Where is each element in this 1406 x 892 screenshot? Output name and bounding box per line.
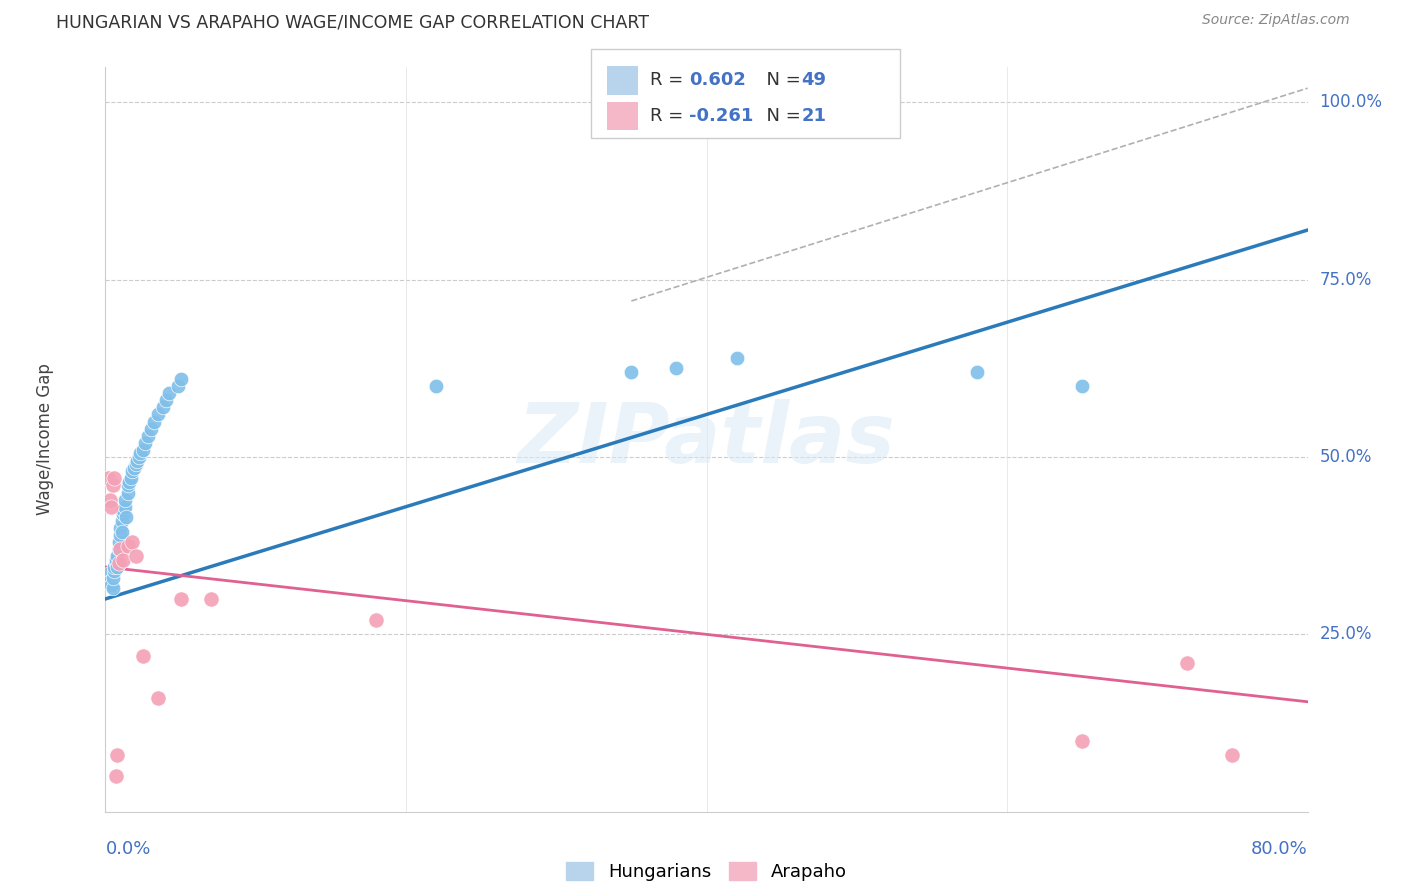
Point (112, 503, 135, 517)
Point (136, 429, 159, 443)
Point (620, 365, 643, 379)
Point (120, 471, 142, 485)
Point (966, 365, 988, 379)
Point (139, 422, 162, 436)
Point (1071, 733, 1094, 747)
Point (121, 464, 143, 478)
Text: Wage/Income Gap: Wage/Income Gap (37, 363, 55, 516)
Point (117, 478, 139, 492)
Text: 50.0%: 50.0% (1320, 448, 1372, 466)
Point (122, 460, 145, 475)
Point (107, 560, 129, 574)
Point (117, 539, 139, 553)
Text: 49: 49 (801, 71, 827, 89)
Text: R =: R = (650, 107, 689, 125)
Point (98, 574, 121, 589)
Point (103, 564, 125, 578)
Text: 25.0%: 25.0% (1320, 625, 1372, 643)
Point (114, 492, 136, 507)
Point (166, 379, 188, 393)
Text: R =: R = (650, 71, 689, 89)
Point (132, 648, 155, 663)
Point (97, 471, 120, 485)
Text: Source: ZipAtlas.com: Source: ZipAtlas.com (1202, 13, 1350, 28)
Point (98, 492, 121, 507)
Point (115, 510, 138, 524)
Point (110, 542, 132, 557)
Point (107, 549, 129, 564)
Point (118, 475, 141, 489)
Text: -0.261: -0.261 (689, 107, 754, 125)
Point (111, 524, 134, 539)
Point (117, 485, 139, 500)
Point (108, 535, 131, 549)
Point (152, 401, 174, 415)
Point (364, 613, 387, 627)
Text: 21: 21 (801, 107, 827, 125)
Point (157, 386, 180, 401)
Text: N =: N = (755, 107, 807, 125)
Point (121, 535, 143, 549)
Point (169, 372, 191, 386)
Text: 80.0%: 80.0% (1251, 840, 1308, 858)
Point (108, 557, 131, 571)
Point (104, 769, 127, 783)
Point (124, 457, 146, 471)
Point (101, 582, 124, 596)
Text: 100.0%: 100.0% (1320, 94, 1382, 112)
Point (101, 571, 124, 585)
Point (155, 393, 177, 408)
Point (103, 471, 125, 485)
Point (104, 557, 127, 571)
Point (1071, 379, 1094, 393)
Point (114, 500, 136, 514)
Point (132, 442, 155, 457)
Point (107, 747, 129, 762)
Text: N =: N = (755, 71, 807, 89)
Point (146, 691, 169, 706)
Point (169, 591, 191, 606)
Point (97, 567, 120, 582)
Text: 75.0%: 75.0% (1320, 270, 1372, 289)
Text: 0.0%: 0.0% (105, 840, 150, 858)
Point (110, 521, 132, 535)
Point (725, 351, 748, 365)
Text: HUNGARIAN VS ARAPAHO WAGE/INCOME GAP CORRELATION CHART: HUNGARIAN VS ARAPAHO WAGE/INCOME GAP COR… (56, 13, 650, 31)
Point (134, 435, 156, 450)
Text: ZIPatlas: ZIPatlas (517, 399, 896, 480)
Point (128, 450, 150, 464)
Point (125, 453, 148, 467)
Text: 0.602: 0.602 (689, 71, 745, 89)
Point (108, 542, 131, 557)
Point (110, 528, 132, 542)
Point (101, 478, 124, 492)
Point (112, 553, 135, 567)
Point (104, 553, 127, 567)
Point (103, 560, 125, 574)
Point (1175, 656, 1198, 670)
Point (100, 500, 122, 514)
Point (1222, 747, 1244, 762)
Point (111, 514, 134, 528)
Point (146, 408, 169, 422)
Legend: Hungarians, Arapaho: Hungarians, Arapaho (560, 855, 853, 888)
Point (142, 415, 165, 429)
Point (129, 446, 152, 460)
Point (112, 507, 135, 521)
Point (200, 591, 222, 606)
Point (665, 361, 688, 376)
Point (425, 379, 447, 393)
Point (100, 578, 122, 592)
Point (124, 549, 146, 564)
